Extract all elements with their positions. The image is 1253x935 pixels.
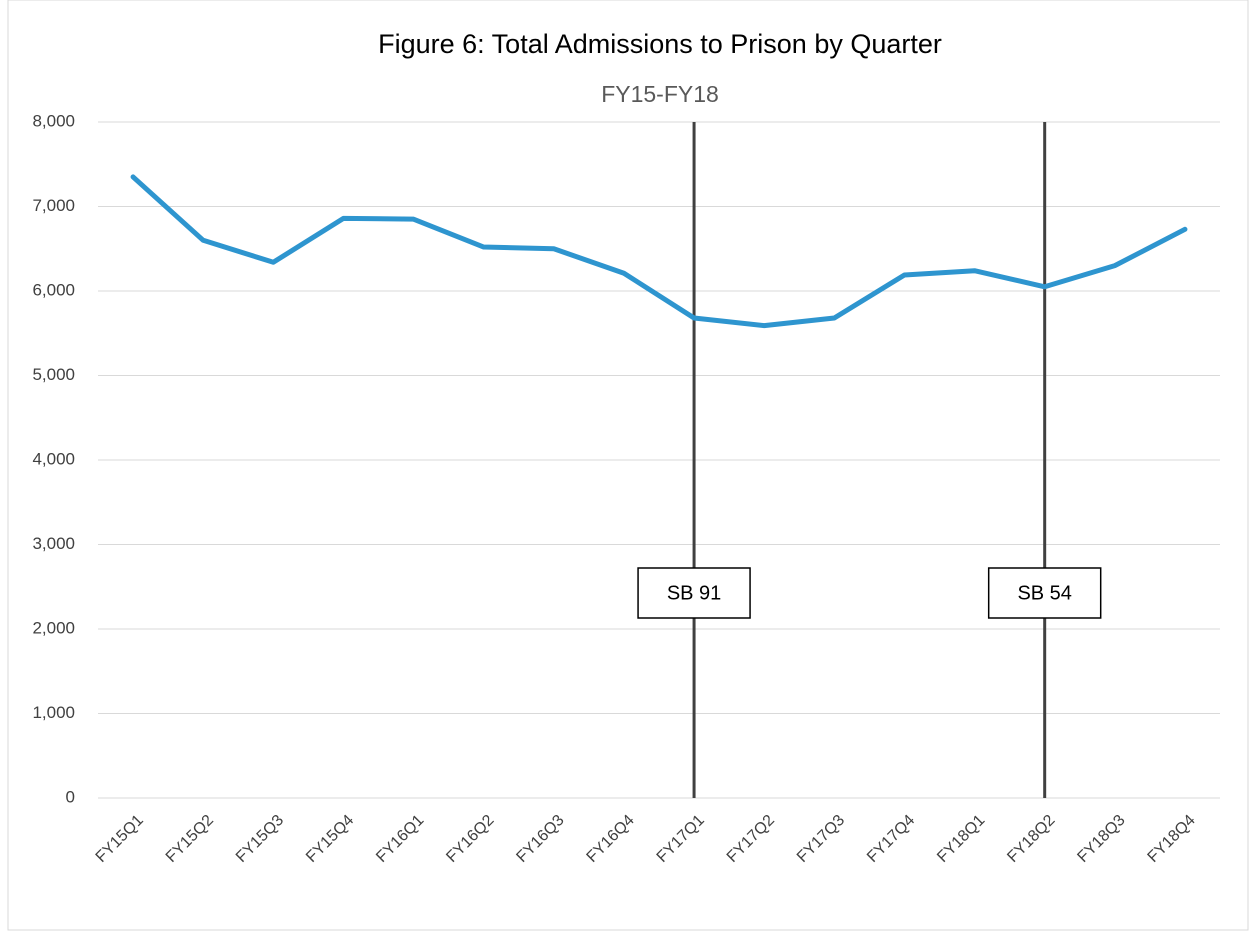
annotation-label: SB 91 — [667, 582, 721, 604]
x-tick-label: FY17Q1 — [654, 812, 708, 866]
x-tick-label: FY17Q3 — [794, 812, 848, 866]
y-tick-label: 5,000 — [32, 365, 75, 384]
x-tick-label: FY16Q1 — [373, 812, 427, 866]
x-tick-label: FY15Q1 — [93, 812, 147, 866]
annotation-box — [987, 567, 1102, 619]
x-tick-label: FY15Q3 — [233, 812, 287, 866]
x-tick-label: FY16Q2 — [443, 812, 497, 866]
y-tick-label: 0 — [66, 787, 75, 806]
y-tick-label: 7,000 — [32, 196, 75, 215]
x-tick-label: FY18Q1 — [934, 812, 988, 866]
x-tick-label: FY18Q2 — [1004, 812, 1058, 866]
x-tick-label: FY15Q4 — [303, 812, 357, 866]
chart-subtitle: FY15-FY18 — [601, 81, 719, 107]
y-tick-label: 2,000 — [32, 618, 75, 637]
chart-title: Figure 6: Total Admissions to Prison by … — [378, 29, 942, 59]
annotation-box — [637, 567, 751, 619]
y-tick-label: 6,000 — [32, 280, 75, 299]
x-tick-label: FY17Q2 — [724, 812, 778, 866]
x-tick-label: FY17Q4 — [864, 812, 918, 866]
y-tick-label: 4,000 — [32, 449, 75, 468]
y-tick-label: 1,000 — [32, 703, 75, 722]
y-tick-label: 3,000 — [32, 534, 75, 553]
x-tick-label: FY15Q2 — [163, 812, 217, 866]
annotation-label: SB 54 — [1017, 582, 1071, 604]
x-tick-label: FY18Q3 — [1074, 812, 1128, 866]
x-tick-label: FY16Q4 — [584, 812, 638, 866]
x-tick-label: FY18Q4 — [1145, 812, 1199, 866]
y-tick-label: 8,000 — [32, 111, 75, 130]
x-tick-label: FY16Q3 — [513, 812, 567, 866]
line-series — [130, 174, 1188, 329]
chart-border — [7, 0, 1249, 931]
